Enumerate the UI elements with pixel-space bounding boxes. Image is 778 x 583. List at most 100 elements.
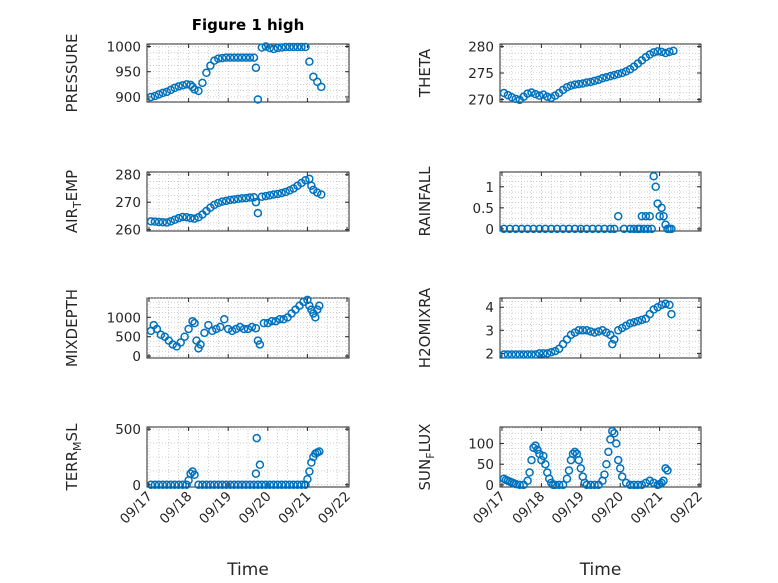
data-point: [231, 324, 241, 334]
y-tick-label: 4: [485, 300, 494, 316]
x-tick-label: 09/18: [509, 489, 548, 528]
data-point: [594, 327, 603, 336]
data-point: [625, 319, 635, 328]
data-point: [241, 53, 251, 62]
data-point: [208, 326, 217, 336]
data-point: [313, 77, 322, 87]
data-point: [633, 480, 643, 490]
data-point: [265, 43, 275, 53]
data-point: [570, 224, 580, 234]
data-point: [594, 75, 603, 85]
data-point: [214, 480, 223, 490]
data-point: [212, 324, 221, 334]
data-point: [586, 480, 595, 490]
data-point: [661, 464, 670, 473]
data-point: [174, 480, 183, 490]
data-point: [273, 480, 282, 490]
data-point: [610, 224, 619, 234]
data-point: [198, 480, 207, 490]
data-point: [576, 224, 586, 234]
data-point: [178, 480, 187, 490]
y-axis-label: PRESSURE: [63, 34, 81, 113]
data-point: [661, 48, 670, 58]
data-point: [543, 349, 552, 358]
data-point: [229, 480, 239, 490]
data-point: [582, 78, 591, 87]
subplot-h2omixra: 2 3 4 H2OMIXRA: [416, 287, 702, 368]
data-point: [307, 181, 316, 190]
x-tick-label: 09/18: [157, 489, 196, 528]
data-point: [249, 53, 259, 62]
data-point: [635, 224, 645, 234]
subplot-pressure: 900 950 1000 PRESSURE Figure 1 high: [63, 16, 350, 113]
data-point: [285, 480, 294, 490]
data-point: [233, 480, 243, 490]
data-point: [511, 350, 521, 359]
data-point: [219, 315, 229, 324]
data-point: [562, 82, 572, 92]
data-point: [613, 455, 623, 465]
data-point: [586, 77, 595, 87]
data-point: [617, 472, 627, 481]
data-point: [527, 88, 536, 97]
y-axis-label: SUNFLUX: [416, 424, 437, 491]
data-point: [204, 320, 213, 330]
y-tick-label: 1: [485, 180, 494, 196]
data-point: [158, 217, 168, 227]
data-point: [566, 81, 576, 90]
data-point: [301, 42, 310, 52]
data-point: [564, 224, 574, 234]
data-point: [269, 190, 278, 199]
data-point: [588, 224, 597, 234]
data-point: [285, 42, 294, 52]
data-point: [154, 217, 164, 227]
data-point: [202, 480, 211, 490]
data-point: [602, 72, 611, 82]
data-point: [610, 428, 619, 438]
data-point: [273, 43, 282, 53]
y-tick-label: 50: [477, 457, 494, 473]
data-point: [261, 42, 271, 51]
data-point: [269, 44, 278, 54]
y-tick-label: 0.5: [473, 201, 494, 217]
y-tick-label: 0: [132, 478, 141, 494]
data-point: [594, 224, 603, 234]
data-point: [499, 350, 509, 359]
data-point: [261, 191, 271, 201]
data-point: [275, 315, 284, 324]
data-point: [633, 316, 643, 326]
data-point: [576, 464, 586, 473]
data-point: [251, 63, 261, 72]
y-tick-label: 260: [115, 223, 141, 239]
x-tick-label: 09/20: [588, 489, 627, 528]
data-point: [663, 466, 672, 475]
y-axis-label: H2OMIXRA: [416, 287, 434, 368]
data-point: [293, 42, 302, 52]
data-point: [221, 196, 231, 206]
data-point: [216, 322, 225, 332]
y-axis-label: AIRTEMP: [63, 170, 84, 233]
data-point: [233, 194, 243, 204]
subplot-sun_flux: 0 50 100 09/17 09/18 09/19 09/20 09/21 09/22 SUNF…: [416, 424, 706, 580]
data-point: [641, 212, 651, 221]
data-point: [657, 47, 666, 57]
data-point: [606, 71, 615, 81]
data-point: [653, 47, 662, 56]
data-point: [218, 480, 227, 490]
y-tick-label: 0: [485, 222, 494, 238]
y-tick-label: 275: [468, 66, 494, 82]
data-point: [600, 470, 609, 479]
data-point: [610, 335, 619, 344]
data-point: [196, 340, 205, 349]
data-point: [546, 347, 556, 357]
x-tick-label: 09/21: [275, 489, 314, 528]
data-point: [265, 480, 275, 490]
y-tick-label: 950: [115, 65, 141, 81]
data-point: [661, 299, 670, 309]
data-point: [245, 193, 255, 202]
data-point: [253, 208, 263, 218]
data-point: [604, 447, 613, 457]
data-point: [570, 447, 580, 457]
data-point: [669, 46, 678, 56]
data-point: [249, 480, 259, 490]
